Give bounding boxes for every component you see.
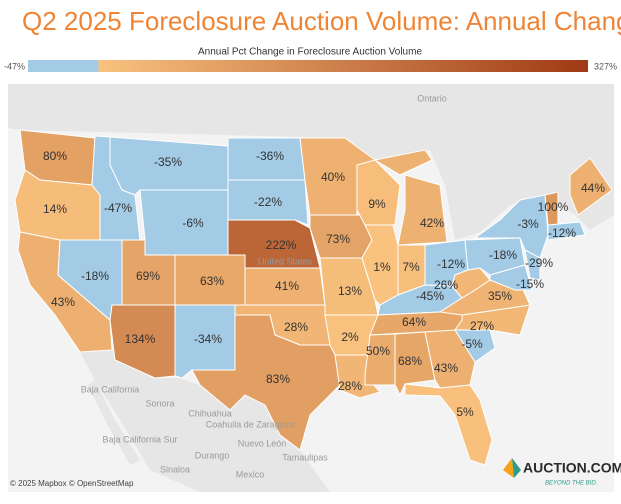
place-label: Sinaloa — [160, 464, 190, 474]
state-value-label: 42% — [420, 216, 444, 230]
baja-peninsula — [88, 380, 140, 465]
place-label: Mexico — [236, 469, 265, 479]
state-value-label: 43% — [51, 295, 75, 309]
state-value-label: -34% — [194, 332, 222, 346]
mexico — [80, 350, 330, 492]
canada — [8, 84, 614, 240]
state — [524, 249, 541, 281]
state-value-label: 68% — [398, 354, 422, 368]
place-label: Baja California Sur — [102, 434, 177, 444]
state-value-label: -6% — [182, 216, 204, 230]
state-value-label: -18% — [489, 248, 517, 262]
state-value-label: 35% — [488, 289, 512, 303]
state-value-label: 27% — [470, 319, 494, 333]
state-value-label: 44% — [581, 181, 605, 195]
place-label: United States — [258, 256, 313, 266]
state-value-label: 2% — [341, 330, 359, 344]
state-value-label: -12% — [437, 257, 465, 271]
state-value-label: 43% — [434, 361, 458, 375]
state-value-label: -18% — [81, 269, 109, 283]
place-label: Durango — [195, 450, 230, 460]
state-value-label: -29% — [525, 256, 553, 270]
state-value-label: 80% — [43, 149, 67, 163]
place-label: Tamaulipas — [282, 452, 328, 462]
state-value-label: -3% — [517, 217, 539, 231]
state-value-label: 83% — [266, 372, 290, 386]
state-value-label: 100% — [538, 200, 569, 214]
state — [569, 157, 613, 216]
legend-bar — [28, 60, 588, 72]
state-value-label: 40% — [321, 170, 345, 184]
state — [373, 149, 448, 246]
state-value-label: -45% — [416, 289, 444, 303]
logo-tagline: BEYOND THE BID. — [545, 481, 597, 487]
state-value-label: 73% — [326, 232, 350, 246]
state-value-label: 28% — [284, 320, 308, 334]
state-value-label: 50% — [366, 344, 390, 358]
state — [364, 333, 396, 386]
place-label: Sonora — [145, 398, 174, 408]
state-value-label: -35% — [154, 155, 182, 169]
legend-min-label: -47% — [4, 61, 25, 71]
state-value-label: 222% — [266, 238, 297, 252]
logo-mark — [503, 458, 514, 478]
state-value-label: 26% — [434, 278, 458, 292]
state — [191, 314, 341, 451]
state — [547, 221, 586, 241]
state-value-label: 69% — [136, 269, 160, 283]
state-value-label: -22% — [254, 195, 282, 209]
states — [14, 129, 613, 466]
place-label: Coahuila de Zaragoza — [206, 419, 295, 429]
legend-title: Annual Pct Change in Foreclosure Auction… — [198, 47, 422, 58]
state-value-label: 63% — [200, 274, 224, 288]
place-label: Chihuahua — [188, 408, 232, 418]
logo-mark — [512, 458, 521, 478]
state — [404, 383, 493, 466]
state — [489, 264, 533, 291]
place-label: Baja California — [81, 384, 140, 394]
place-label: Ontario — [417, 93, 447, 103]
state-value-label: 5% — [456, 405, 474, 419]
state-value-label: -12% — [548, 226, 576, 240]
state-value-label: 13% — [338, 284, 362, 298]
legend-max-label: 327% — [594, 61, 617, 71]
chart-title: Q2 2025 Foreclosure Auction Volume: Annu… — [22, 6, 621, 36]
state-value-label: 9% — [368, 197, 386, 211]
state-value-label: 28% — [338, 379, 362, 393]
state — [227, 179, 309, 226]
state-value-label: 64% — [402, 315, 426, 329]
state-value-label: 14% — [43, 202, 67, 216]
labels: 80% 14% 43% -18% -47% -35% -6% 69% 134% 63% -34% -3… — [43, 93, 605, 479]
state-value-label: 7% — [402, 260, 420, 274]
state-value-label: -36% — [256, 149, 284, 163]
state-value-label: 1% — [373, 260, 391, 274]
state-value-label: 41% — [275, 279, 299, 293]
state-value-label: -47% — [104, 201, 132, 215]
state-value-label: -15% — [516, 277, 544, 291]
logo-name: AUCTION.COM — [523, 460, 621, 476]
state-value-label: 134% — [125, 332, 156, 346]
place-label: Nuevo León — [238, 438, 287, 448]
attribution: © 2025 Mapbox © OpenStreetMap — [10, 479, 134, 488]
state-value-label: -5% — [461, 337, 483, 351]
